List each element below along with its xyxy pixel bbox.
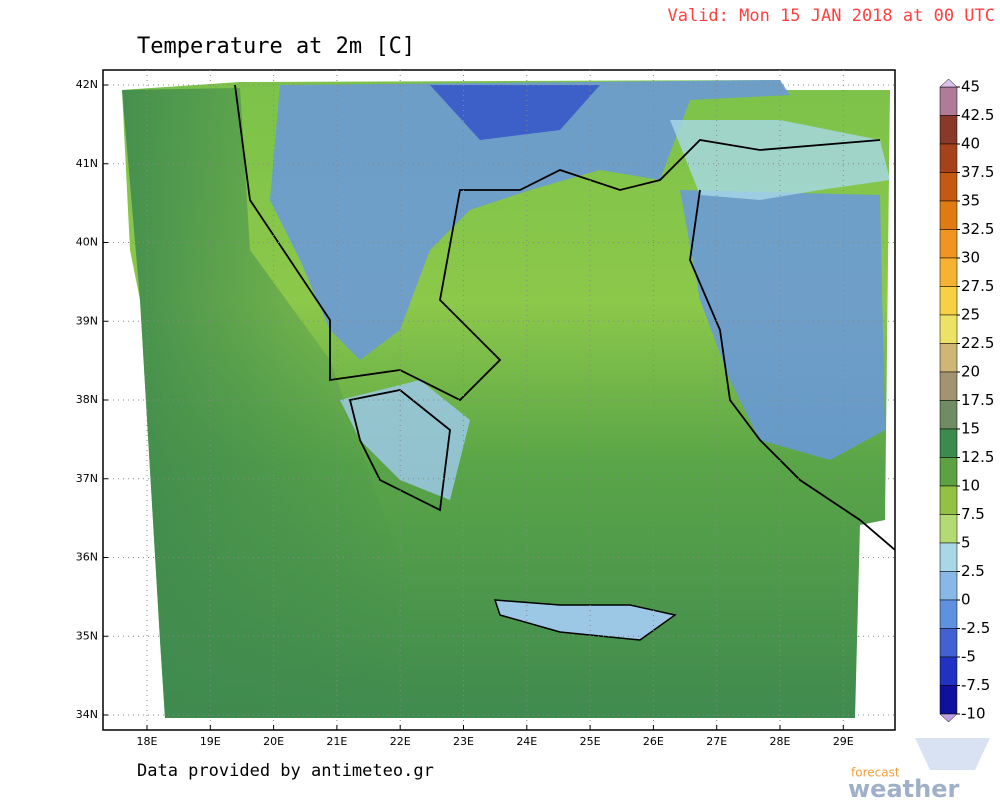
lat-label: 42N xyxy=(76,78,98,91)
logo-bottom: weather xyxy=(848,775,959,800)
colorbar-label: 20 xyxy=(961,363,980,381)
lon-label: 22E xyxy=(390,735,411,748)
cool-land xyxy=(340,380,470,500)
colorbar-segment xyxy=(939,371,958,401)
valid-time: Valid: Mon 15 JAN 2018 at 00 UTC xyxy=(667,6,995,26)
island xyxy=(493,599,677,641)
colorbar-segment xyxy=(939,200,958,230)
credit: Data provided by antimeteo.gr xyxy=(137,761,434,781)
colorbar-segment xyxy=(939,542,958,572)
logo-top: forecast xyxy=(851,766,900,780)
coastline xyxy=(689,189,896,551)
colorbar-label: 32.5 xyxy=(961,220,994,238)
colorbar-top-arrow xyxy=(939,78,958,88)
colorbar-segment xyxy=(939,656,958,686)
colorbar-segment xyxy=(939,571,958,601)
lat-label: 35N xyxy=(76,629,98,642)
colorbar-label: 17.5 xyxy=(961,391,994,409)
lon-label: 28E xyxy=(770,735,791,748)
colorbar-segment xyxy=(939,257,958,287)
colorbar-segment xyxy=(939,229,958,259)
map-title: Temperature at 2m [C] xyxy=(137,34,415,59)
colorbar-label: 27.5 xyxy=(961,277,994,295)
colorbar: 45 42.5 40 37.5 35 32.5 30 27.5 25 22.5 20 17.5 15 12… xyxy=(939,78,994,723)
colorbar-segment xyxy=(939,115,958,145)
colorbar-segment xyxy=(939,514,958,544)
colorbar-label: 0 xyxy=(961,591,971,609)
colorbar-label: 7.5 xyxy=(961,505,985,523)
colorbar-segment xyxy=(939,86,958,116)
lon-label: 18E xyxy=(137,735,158,748)
graticule: 42N 41N 40N 39N 38N 37N 36N 35N 34N 18E 19E 20E 21E 2… xyxy=(76,70,895,748)
cold-core xyxy=(430,85,600,140)
colorbar-segment xyxy=(939,400,958,430)
colorbar-label: -5 xyxy=(961,648,976,666)
lon-label: 27E xyxy=(706,735,727,748)
lat-label: 40N xyxy=(76,236,98,249)
lat-label: 38N xyxy=(76,393,98,406)
coastline xyxy=(348,389,451,512)
colorbar-segment xyxy=(939,485,958,515)
lat-label: 36N xyxy=(76,551,98,564)
lon-label: 24E xyxy=(516,735,537,748)
colorbar-label: 15 xyxy=(961,420,980,438)
lon-label: 25E xyxy=(580,735,601,748)
logo: forecast weather xyxy=(848,738,990,800)
lat-label: 37N xyxy=(76,472,98,485)
colorbar-segment xyxy=(939,457,958,487)
colorbar-segment xyxy=(939,314,958,344)
lon-label: 21E xyxy=(326,735,347,748)
colorbar-label: 30 xyxy=(961,249,980,267)
cold-land xyxy=(680,190,885,460)
colorbar-segment xyxy=(939,599,958,629)
colorbar-segment xyxy=(939,628,958,658)
colorbar-label: 2.5 xyxy=(961,562,985,580)
colorbar-label: 10 xyxy=(961,477,980,495)
lon-label: 29E xyxy=(833,735,854,748)
lat-label: 39N xyxy=(76,314,98,327)
colorbar-label: -7.5 xyxy=(961,676,990,694)
colorbar-label: 22.5 xyxy=(961,334,994,352)
lon-label: 23E xyxy=(453,735,474,748)
lon-label: 19E xyxy=(200,735,221,748)
lon-label: 20E xyxy=(263,735,284,748)
colorbar-label: 42.5 xyxy=(961,106,994,124)
colorbar-segment xyxy=(939,343,958,373)
warm-sea xyxy=(122,88,420,718)
lat-label: 34N xyxy=(76,708,98,721)
colorbar-segment xyxy=(939,685,958,715)
colorbar-label: 45 xyxy=(961,78,980,96)
lat-label: 41N xyxy=(76,157,98,170)
colorbar-bottom-arrow xyxy=(939,713,958,723)
colorbar-segment xyxy=(939,286,958,316)
colorbar-label: 40 xyxy=(961,135,980,153)
logo-icon xyxy=(915,738,990,770)
colorbar-label: 35 xyxy=(961,192,980,210)
colorbar-segment xyxy=(939,143,958,173)
colorbar-segment xyxy=(939,428,958,458)
colorbar-label: 5 xyxy=(961,534,971,552)
colorbar-label: 37.5 xyxy=(961,163,994,181)
colorbar-label: 12.5 xyxy=(961,448,994,466)
colorbar-label: -2.5 xyxy=(961,619,990,637)
colorbar-label: 25 xyxy=(961,306,980,324)
colorbar-segment xyxy=(939,172,958,202)
colorbar-label: -10 xyxy=(961,705,986,723)
coastline xyxy=(234,84,881,402)
lon-label: 26E xyxy=(643,735,664,748)
field xyxy=(122,80,896,718)
